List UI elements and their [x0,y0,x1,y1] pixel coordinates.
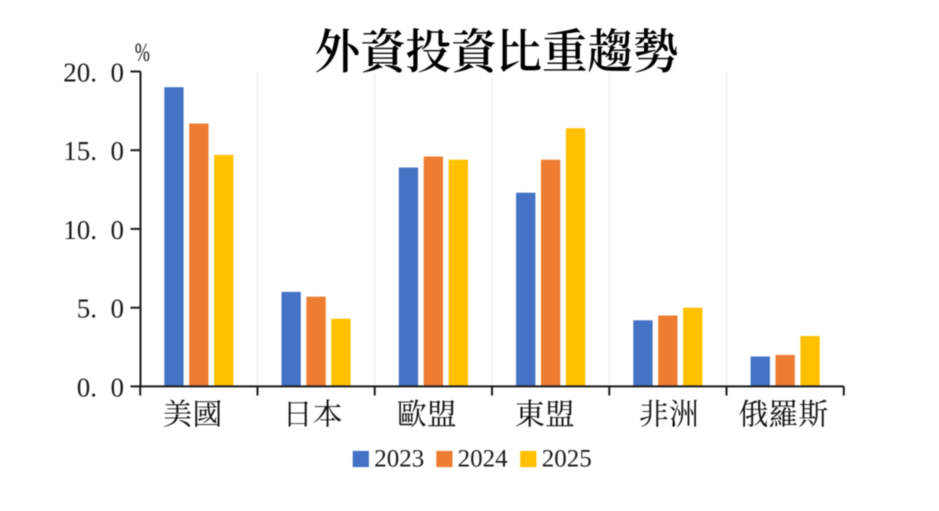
svg-text:%: % [135,38,150,67]
svg-text:0: 0 [111,136,125,166]
svg-text:15.: 15. [63,136,97,166]
svg-text:2024: 2024 [458,446,509,473]
svg-text:20.: 20. [63,58,97,88]
svg-text:10.: 10. [63,215,97,245]
svg-text:0: 0 [111,294,125,324]
svg-text:0.: 0. [77,372,97,402]
svg-text:5.: 5. [77,294,97,324]
svg-text:0: 0 [111,372,125,402]
svg-text:2025: 2025 [542,446,592,473]
svg-text:0: 0 [111,58,125,88]
svg-text:0: 0 [111,215,125,245]
svg-text:2023: 2023 [374,446,424,473]
